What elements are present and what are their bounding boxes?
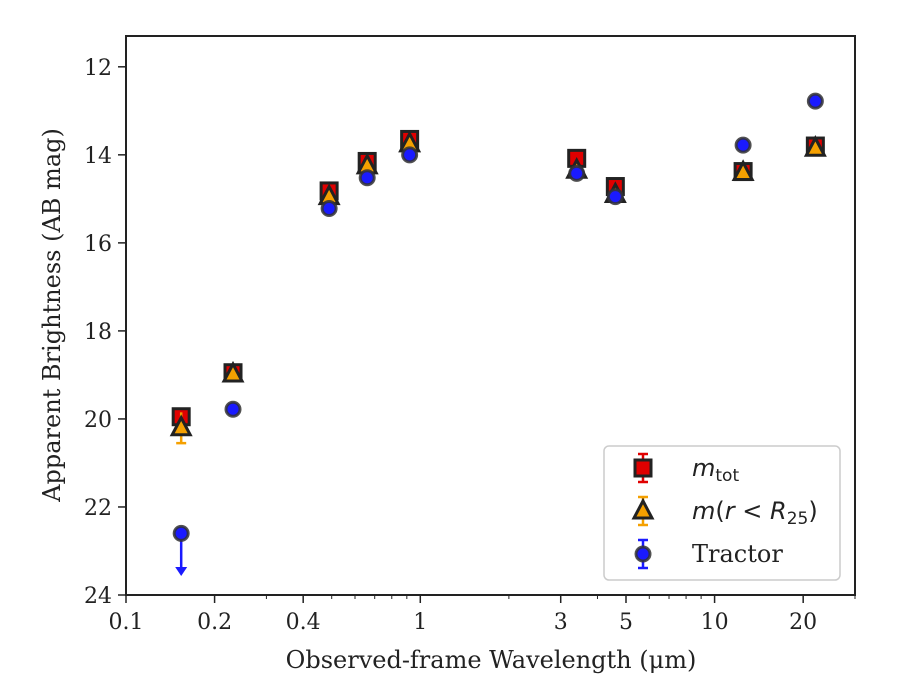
series-triangle xyxy=(169,130,827,445)
data-point xyxy=(731,159,755,181)
legend: mtot m(r < R25) Tractor xyxy=(603,445,841,581)
y-tick-label: 18 xyxy=(84,320,112,345)
x-tick-label: 5 xyxy=(619,610,633,635)
y-tick-label: 12 xyxy=(84,56,112,81)
data-point xyxy=(224,400,242,418)
x-tick-label: 10 xyxy=(701,610,729,635)
x-tick-label: 20 xyxy=(789,610,817,635)
x-tick-label: 3 xyxy=(554,610,568,635)
legend-marker xyxy=(634,545,652,563)
x-tick-label: 0.1 xyxy=(109,610,144,635)
data-point xyxy=(734,136,752,154)
legend-marker xyxy=(633,458,653,478)
legend-label: Tractor xyxy=(692,540,783,568)
x-axis-label: Observed-frame Wavelength (μm) xyxy=(286,646,697,674)
legend-marker xyxy=(631,497,655,520)
data-point xyxy=(172,524,190,542)
data-point xyxy=(568,164,586,182)
data-point xyxy=(169,414,193,437)
data-point xyxy=(803,135,827,157)
data-point xyxy=(806,92,824,110)
data-point xyxy=(320,200,338,218)
data-markers xyxy=(169,92,827,576)
legend-label: mtot xyxy=(692,454,739,486)
plot-frame xyxy=(125,35,856,596)
legend-label: m(r < R25) xyxy=(692,497,818,529)
plot-area-border xyxy=(125,35,856,596)
data-point xyxy=(606,188,624,206)
axis-ticks: 0.1 0.2 0.4 1 3 5 10 20 12 14 16 18 20 22 24 xyxy=(84,56,856,635)
upper-limit-arrow-head xyxy=(175,566,188,576)
y-tick-label: 24 xyxy=(84,584,112,609)
x-tick-label: 0.4 xyxy=(286,610,321,635)
x-tick-label: 1 xyxy=(413,610,427,635)
series-circle xyxy=(172,92,824,576)
y-tick-label: 14 xyxy=(84,144,112,169)
y-tick-label: 16 xyxy=(84,232,112,257)
data-point xyxy=(358,169,376,187)
x-tick-label: 0.2 xyxy=(197,610,232,635)
series-square xyxy=(171,129,825,427)
y-tick-label: 22 xyxy=(84,496,112,521)
data-point xyxy=(401,146,419,164)
y-tick-label: 20 xyxy=(84,408,112,433)
y-axis-label: Apparent Brightness (AB mag) xyxy=(38,128,66,503)
legend-box xyxy=(603,445,841,581)
data-point xyxy=(221,360,245,383)
